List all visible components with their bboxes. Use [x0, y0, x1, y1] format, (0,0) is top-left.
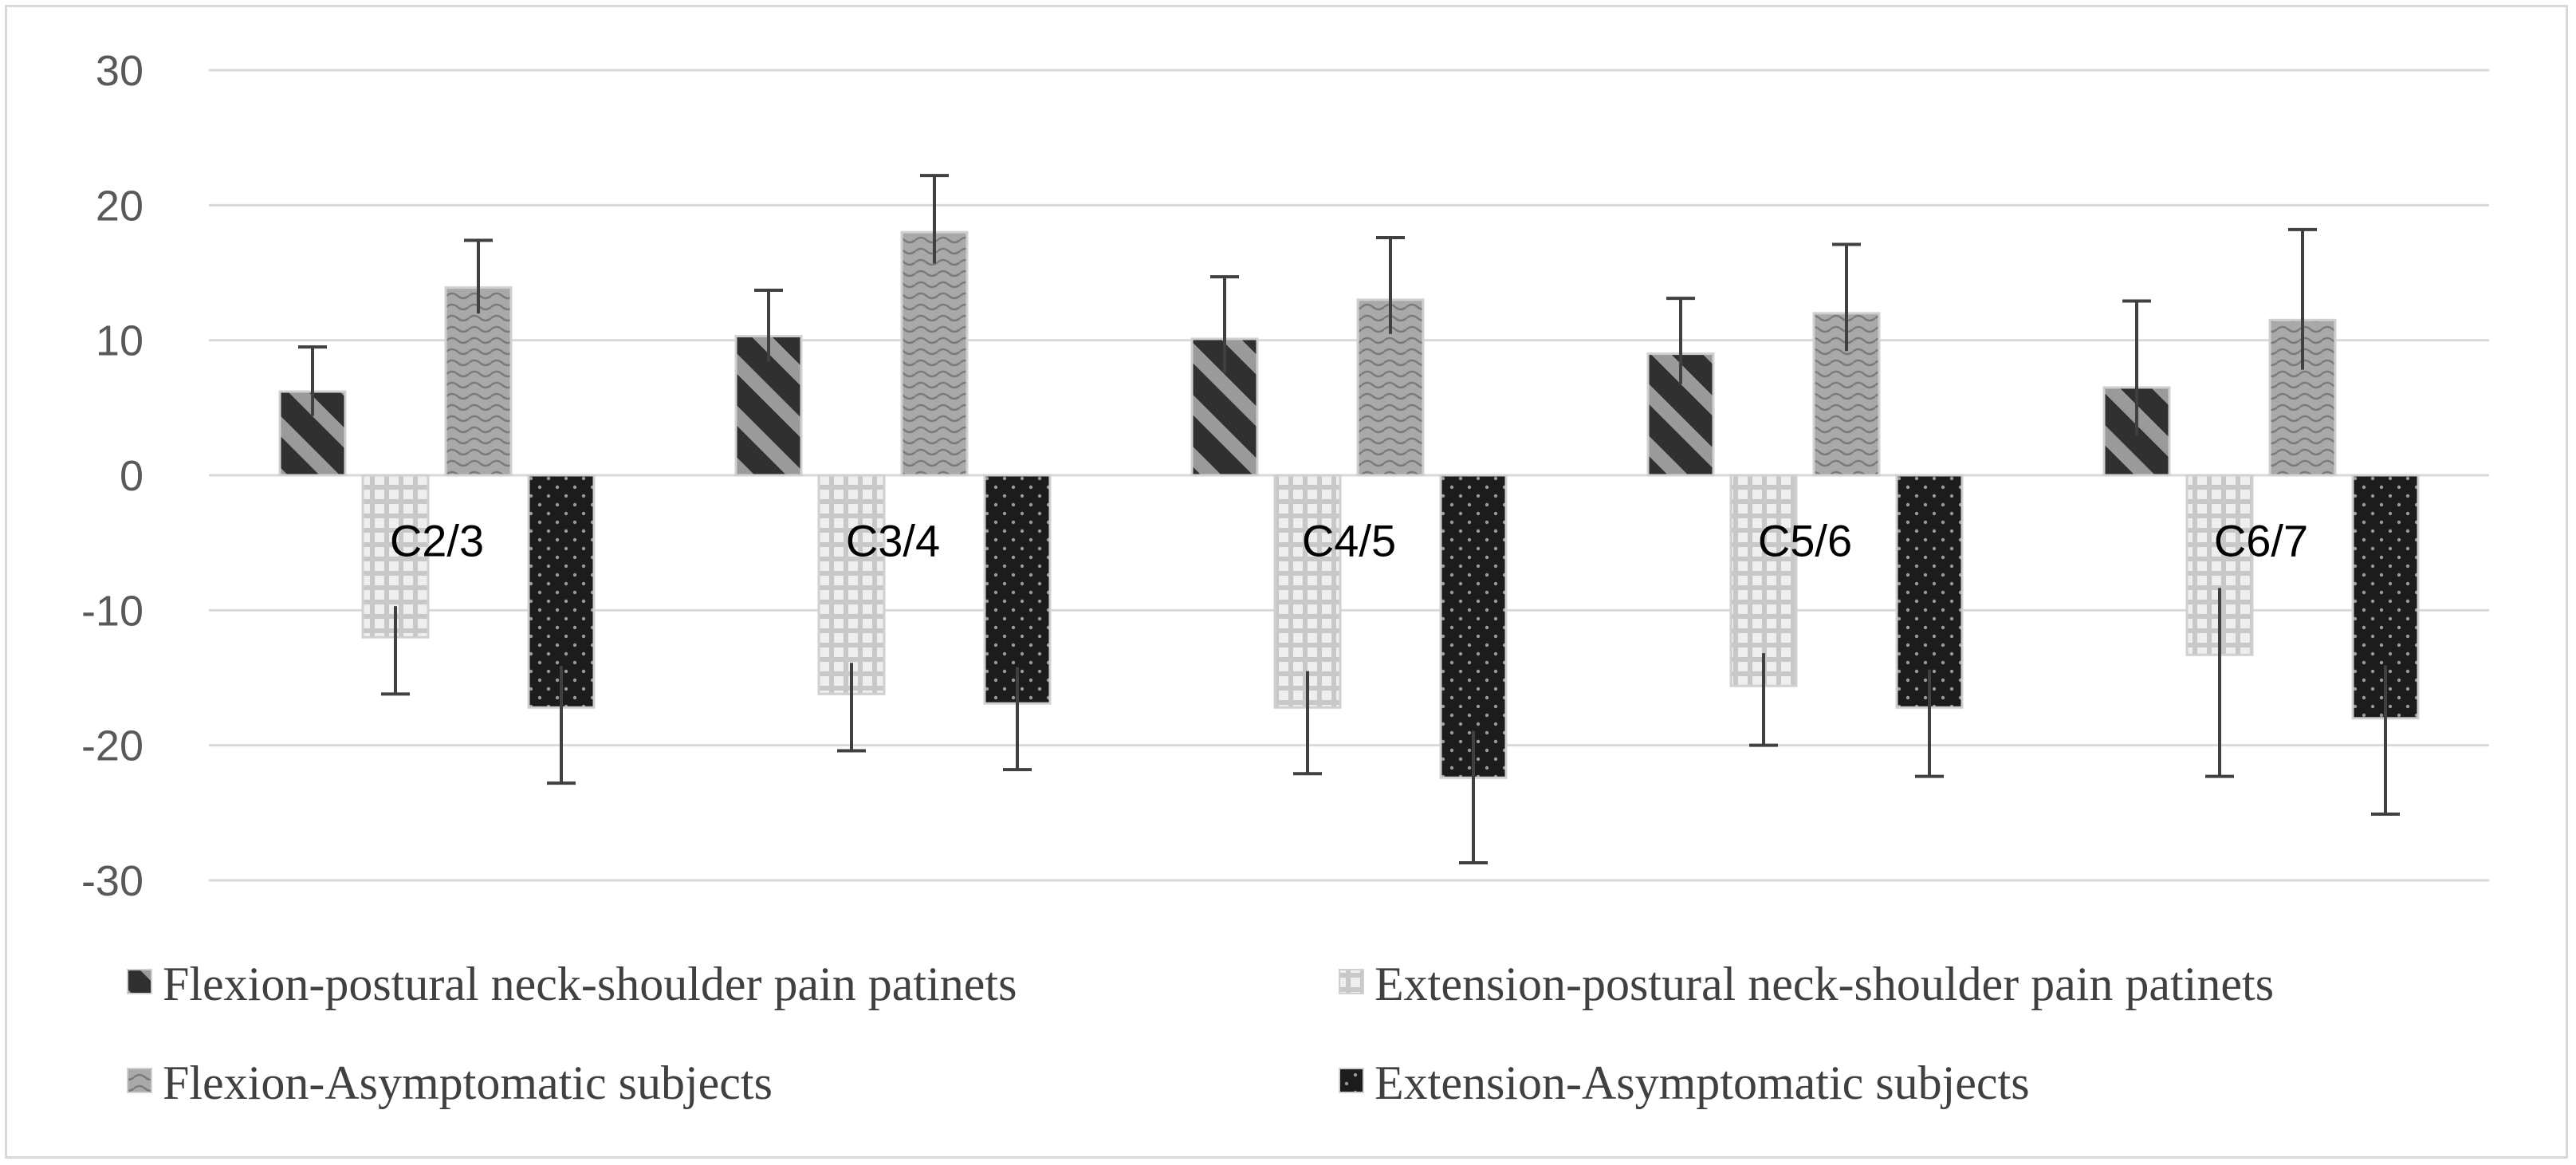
- legend-swatch-dots: [1339, 1068, 1364, 1093]
- bar-wave-0: [444, 286, 513, 477]
- bar-grid-1: [817, 474, 886, 695]
- bar-dots-2: [1439, 474, 1508, 779]
- y-tick-label: 10: [96, 317, 144, 365]
- legend-label: Extension-Asymptomatic subjects: [1375, 1057, 2030, 1109]
- y-tick-label: 20: [96, 182, 144, 230]
- bar-wave-1: [900, 230, 969, 477]
- legend-swatch-grid: [1339, 969, 1364, 994]
- category-labels: C2/3 C3/4 C4/5 C5/6 C6/7: [390, 516, 2308, 566]
- legend-swatch-diagonal: [127, 969, 152, 994]
- legend-label: Flexion-Asymptomatic subjects: [163, 1057, 773, 1109]
- legend: Flexion-postural neck-shoulder pain pati…: [127, 958, 2274, 1109]
- y-tick-label: 30: [96, 47, 144, 95]
- y-tick-label: 0: [120, 452, 144, 500]
- bar-grid-3: [1729, 474, 1798, 687]
- y-axis-ticks: 30 20 10 0 -10 -20 -30: [81, 47, 144, 905]
- category-label: C3/4: [846, 516, 940, 566]
- bars: [278, 174, 2420, 864]
- legend-label: Extension-postural neck-shoulder pain pa…: [1375, 958, 2274, 1010]
- legend-swatch-wave: [127, 1068, 152, 1093]
- category-label: C2/3: [390, 516, 484, 566]
- y-tick-label: -10: [81, 587, 144, 635]
- y-tick-label: -20: [81, 722, 144, 770]
- y-tick-label: -30: [81, 857, 144, 905]
- bar-dots-3: [1895, 474, 1964, 709]
- category-label: C4/5: [1302, 516, 1396, 566]
- category-label: C6/7: [2214, 516, 2308, 566]
- legend-label: Flexion-postural neck-shoulder pain pati…: [163, 958, 1017, 1010]
- category-label: C5/6: [1758, 516, 1852, 566]
- bar-diagonal-3: [1646, 352, 1715, 477]
